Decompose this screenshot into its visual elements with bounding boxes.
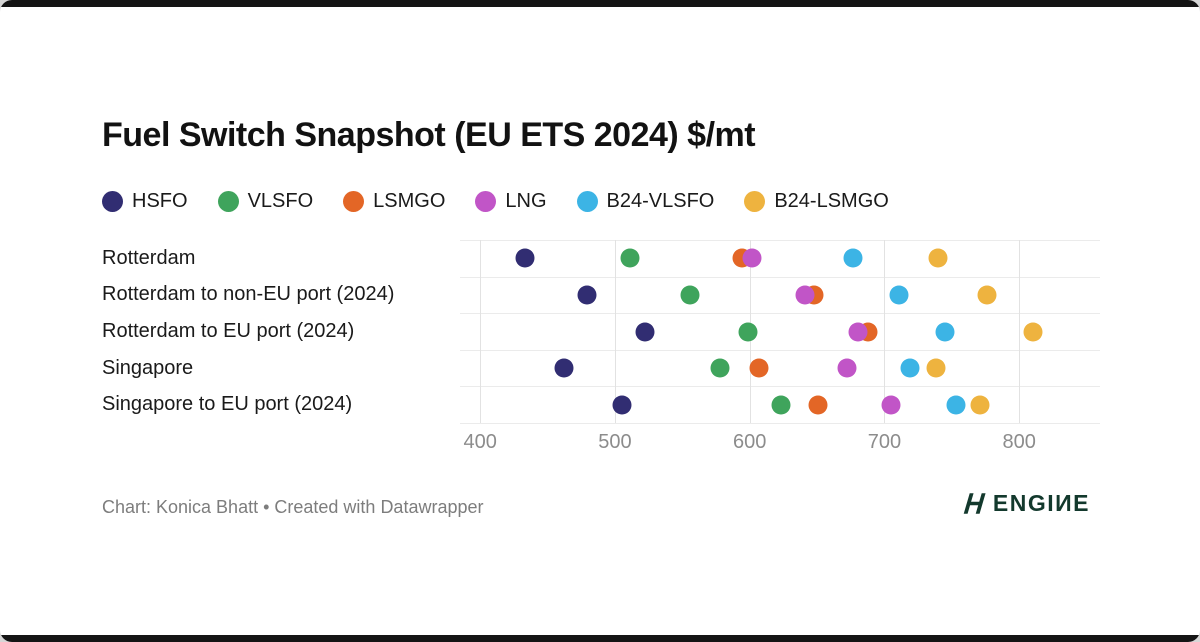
category-labels: Rotterdam Rotterdam to non-EU port (2024)… xyxy=(102,240,452,423)
vertical-gridline xyxy=(614,240,616,423)
x-tick-label: 800 xyxy=(1002,431,1036,453)
legend-item-b24-lsmgo: B24-LSMGO xyxy=(744,190,889,213)
data-point-b24-lsmgo[interactable] xyxy=(926,358,946,378)
row-label: Rotterdam to EU port (2024) xyxy=(102,319,355,342)
chart-title: Fuel Switch Snapshot (EU ETS 2024) $/mt xyxy=(102,116,756,154)
data-point-vlsfo[interactable] xyxy=(620,248,640,268)
legend-item-lsmgo: LSMGO xyxy=(343,190,445,213)
horizontal-gridline xyxy=(460,423,1100,424)
row-label: Singapore to EU port (2024) xyxy=(102,393,353,416)
data-point-b24-vlsfo[interactable] xyxy=(889,285,909,305)
data-point-lng[interactable] xyxy=(837,358,857,378)
legend-swatch-lng xyxy=(475,191,497,212)
data-point-vlsfo[interactable] xyxy=(710,358,730,378)
vertical-gridline xyxy=(480,240,482,423)
x-tick-label: 600 xyxy=(732,431,767,453)
data-point-hsfo[interactable] xyxy=(577,285,597,305)
data-point-b24-lsmgo[interactable] xyxy=(928,248,948,268)
legend-label: HSFO xyxy=(132,190,188,212)
legend-label: LSMGO xyxy=(373,190,446,212)
data-point-vlsfo[interactable] xyxy=(738,322,758,341)
x-tick-label: 400 xyxy=(463,431,497,453)
plot-area xyxy=(460,240,1100,424)
engine-logo-mark xyxy=(963,493,986,514)
horizontal-gridline xyxy=(460,240,1100,241)
legend-swatch-lsmgo xyxy=(343,191,365,212)
frame-top-border xyxy=(0,0,1200,7)
data-point-b24-lsmgo[interactable] xyxy=(970,395,990,415)
data-point-lng[interactable] xyxy=(881,395,901,415)
legend-label: B24-LSMGO xyxy=(774,190,889,212)
engine-logo: ENGIИE xyxy=(962,490,1090,517)
data-point-lng[interactable] xyxy=(742,248,762,268)
data-point-lng[interactable] xyxy=(848,322,867,341)
frame-bottom-border xyxy=(0,635,1200,642)
data-point-vlsfo[interactable] xyxy=(680,285,700,305)
legend-label: B24-VLSFO xyxy=(606,190,715,212)
horizontal-gridline xyxy=(460,386,1100,388)
row-label: Rotterdam to non-EU port (2024) xyxy=(102,283,395,306)
horizontal-gridline xyxy=(460,313,1100,315)
legend-swatch-b24-lsmgo xyxy=(744,191,766,212)
data-point-b24-vlsfo[interactable] xyxy=(900,358,920,378)
chart-credit: Chart: Konica Bhatt • Created with Dataw… xyxy=(102,497,484,517)
horizontal-gridline xyxy=(460,349,1100,351)
legend-label: VLSFO xyxy=(247,190,314,212)
legend-swatch-vlsfo xyxy=(217,191,239,212)
vertical-gridline xyxy=(884,240,886,423)
data-point-hsfo[interactable] xyxy=(612,395,632,415)
horizontal-gridline xyxy=(460,276,1100,278)
row-label: Singapore xyxy=(102,356,194,379)
row-label: Rotterdam xyxy=(102,246,196,269)
x-tick-label: 500 xyxy=(598,431,632,453)
x-axis-ticks: 400 500 600 700 800 xyxy=(460,431,1100,457)
legend: HSFO VLSFO LSMGO LNG B24-VLSFO B24-LSMGO xyxy=(102,190,889,213)
legend-item-lng: LNG xyxy=(475,190,547,213)
engine-logo-text: ENGIИE xyxy=(992,490,1090,516)
legend-item-b24-vlsfo: B24-VLSFO xyxy=(576,190,715,213)
vertical-gridline xyxy=(1019,240,1021,423)
x-tick-label: 700 xyxy=(867,431,902,453)
data-point-vlsfo[interactable] xyxy=(771,395,791,415)
data-point-b24-lsmgo[interactable] xyxy=(977,285,997,305)
legend-item-hsfo: HSFO xyxy=(102,190,188,213)
data-point-lsmgo[interactable] xyxy=(808,395,828,415)
data-point-hsfo[interactable] xyxy=(554,358,574,378)
data-point-b24-lsmgo[interactable] xyxy=(1023,322,1043,341)
legend-swatch-b24-vlsfo xyxy=(576,191,598,212)
data-point-hsfo[interactable] xyxy=(635,322,655,341)
data-point-hsfo[interactable] xyxy=(515,248,535,268)
data-point-b24-vlsfo[interactable] xyxy=(843,248,863,268)
data-point-lsmgo[interactable] xyxy=(749,358,769,378)
legend-label: LNG xyxy=(505,190,547,212)
data-point-b24-vlsfo[interactable] xyxy=(935,322,955,341)
data-point-b24-vlsfo[interactable] xyxy=(946,395,966,415)
legend-swatch-hsfo xyxy=(102,191,123,212)
legend-item-vlsfo: VLSFO xyxy=(217,190,314,213)
data-point-lng[interactable] xyxy=(795,285,815,305)
